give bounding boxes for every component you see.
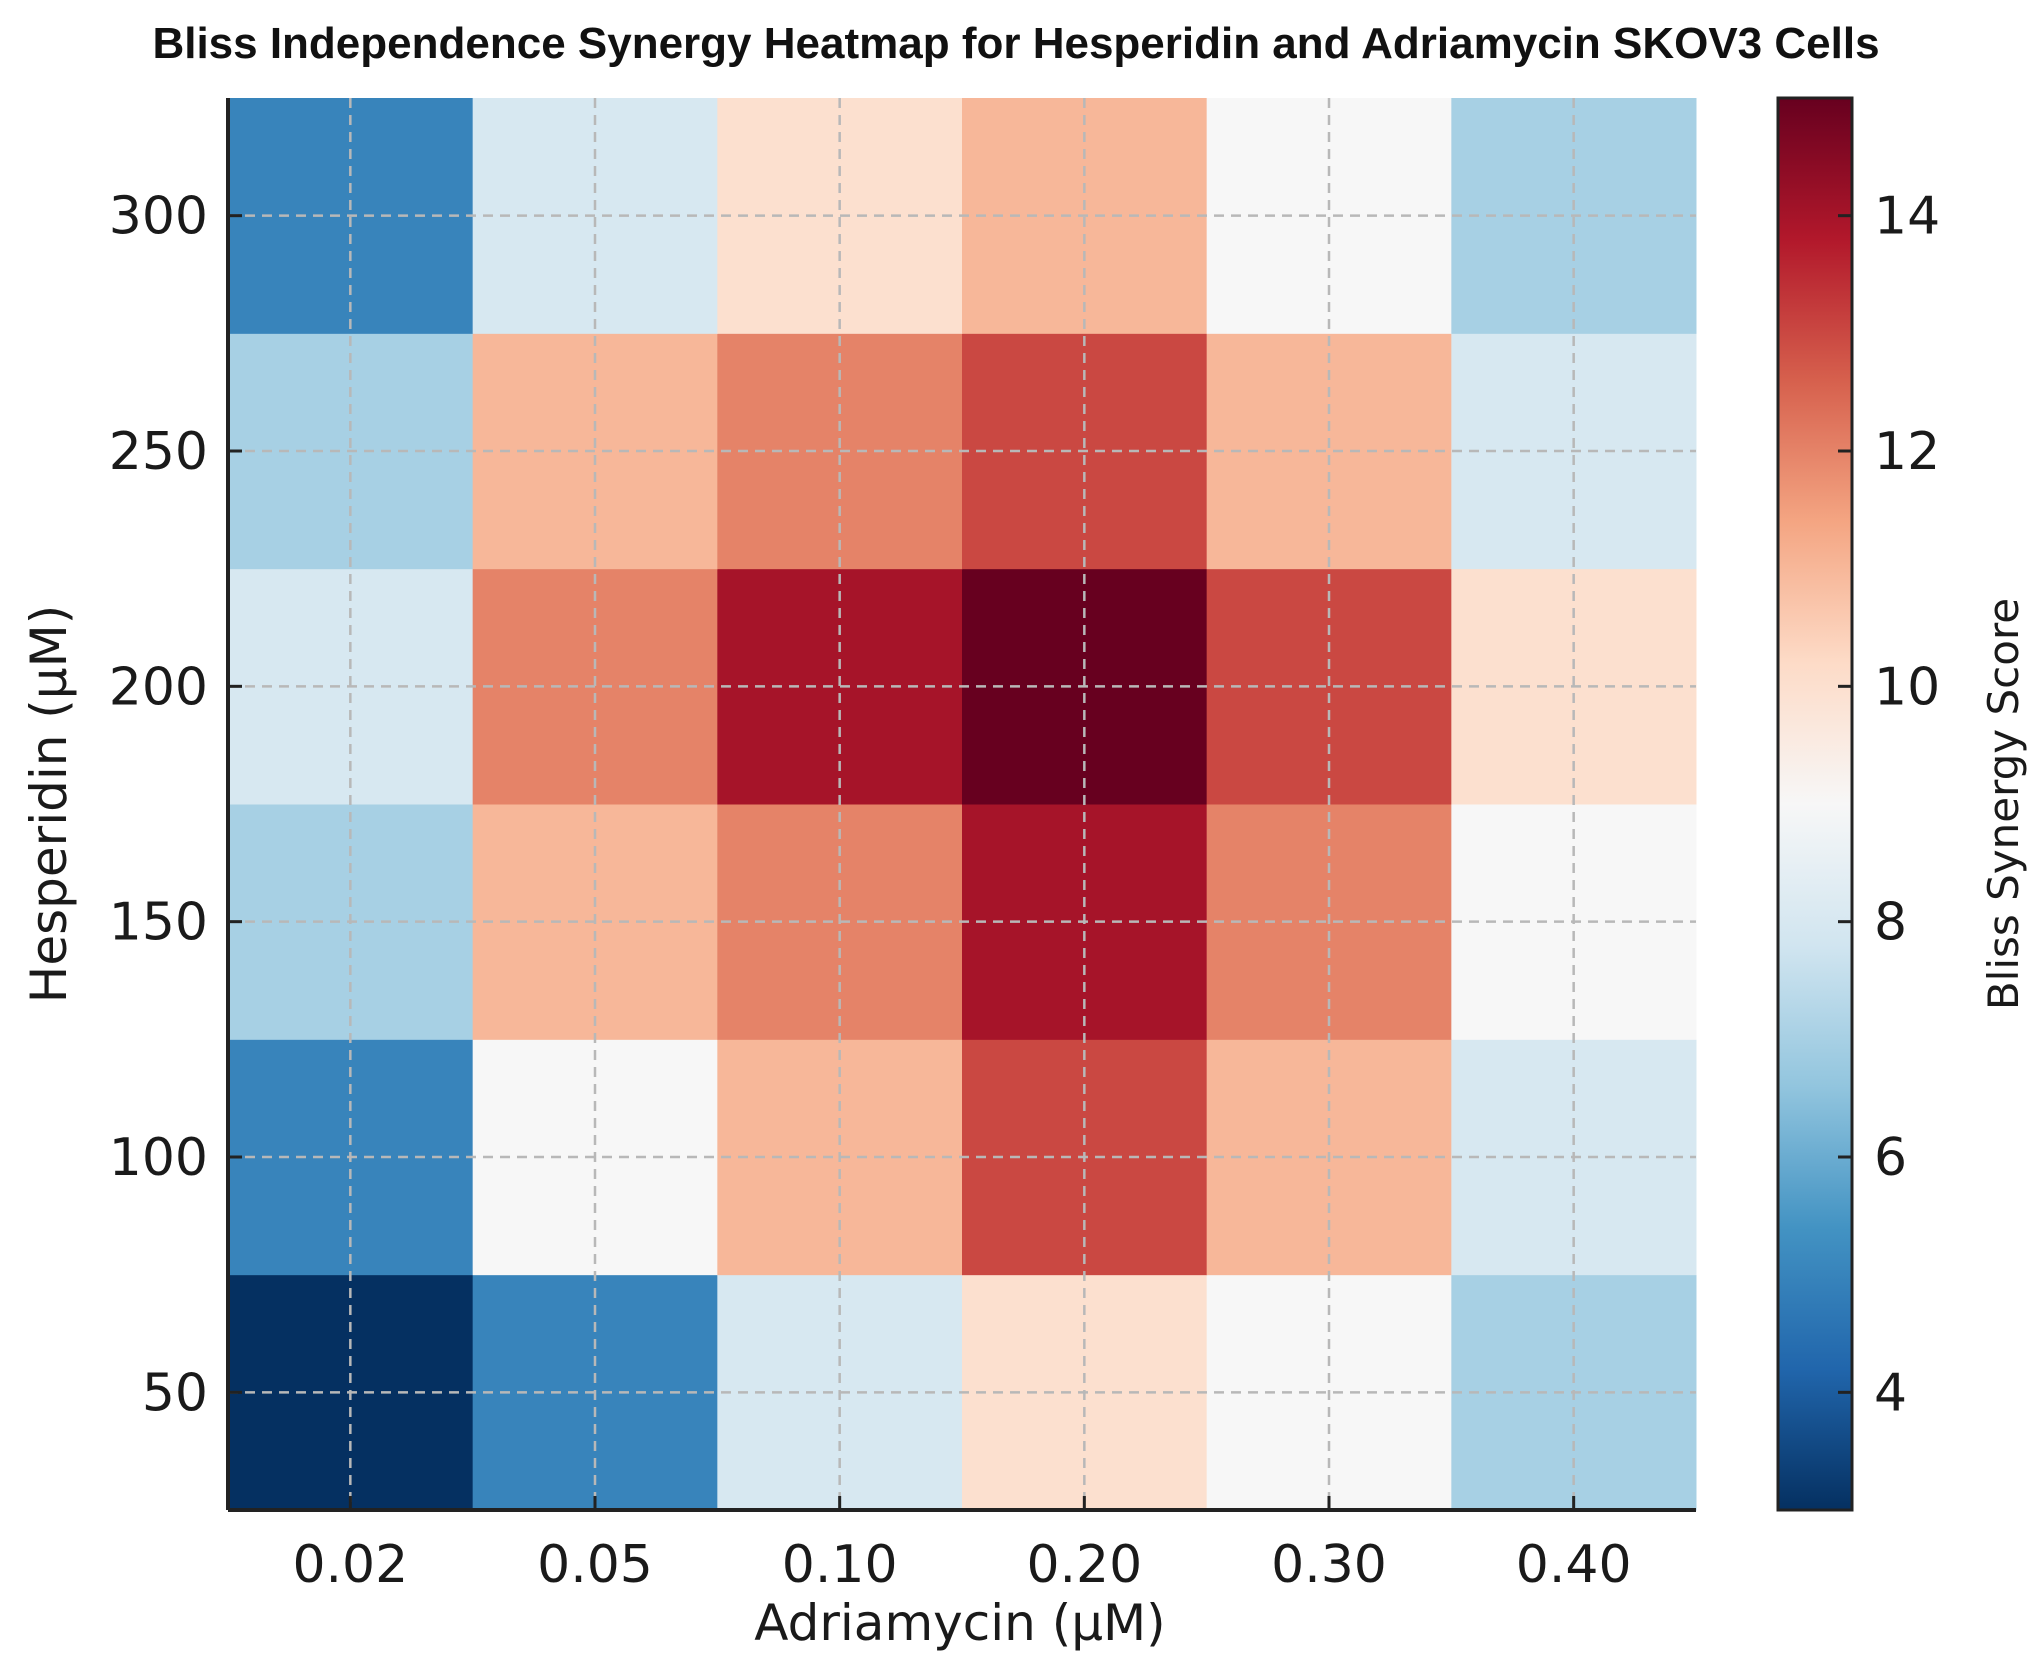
- y-tick-label: 50: [142, 1363, 208, 1423]
- colorbar-tick-label: 8: [1874, 893, 1907, 953]
- colorbar-tick-label: 4: [1874, 1363, 1907, 1423]
- colorbar-ticks: 4 6 8 10 12 14: [1838, 187, 1940, 1423]
- x-tick-labels: 0.02 0.05 0.10 0.20 0.30 0.40: [292, 1496, 1632, 1595]
- heatmap-cells: [228, 98, 1697, 1511]
- y-tick-label: 200: [109, 657, 208, 717]
- y-axis-label: Hesperidin (μM): [20, 605, 78, 1004]
- x-tick-label: 0.20: [1026, 1535, 1142, 1595]
- colorbar-tick-label: 6: [1874, 1128, 1907, 1188]
- y-tick-label: 100: [109, 1128, 208, 1188]
- x-axis-label: Adriamycin (μM): [754, 1594, 1165, 1652]
- colorbar: [1776, 96, 1854, 1512]
- colorbar-tick-label: 12: [1874, 422, 1940, 482]
- colorbar-tick-label: 14: [1874, 187, 1940, 247]
- colorbar-tick-label: 10: [1874, 657, 1940, 717]
- x-tick-label: 0.10: [782, 1535, 898, 1595]
- y-tick-label: 300: [109, 187, 208, 247]
- heatmap-cell: [1206, 333, 1452, 570]
- x-tick-label: 0.40: [1516, 1535, 1632, 1595]
- chart-title: Bliss Independence Synergy Heatmap for H…: [152, 19, 1879, 68]
- x-tick-label: 0.02: [292, 1535, 408, 1595]
- y-tick-label: 250: [109, 422, 208, 482]
- y-tick-label: 150: [109, 893, 208, 953]
- colorbar-label: Bliss Synergy Score: [1979, 598, 2028, 1010]
- x-tick-label: 0.30: [1271, 1535, 1387, 1595]
- grid-lines: [228, 98, 1696, 1510]
- y-tick-labels: 50 100 150 200 250 300: [109, 187, 242, 1423]
- axes: [226, 98, 1696, 1512]
- x-tick-label: 0.05: [537, 1535, 653, 1595]
